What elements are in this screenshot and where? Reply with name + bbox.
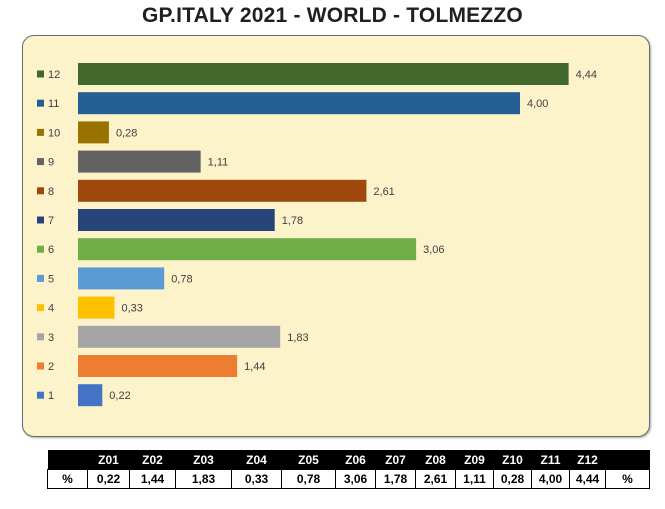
- value-label-8: 2,61: [373, 186, 394, 198]
- table-header-cell: Z06: [335, 450, 376, 470]
- bar-9: [78, 150, 201, 173]
- value-label-1: 0,22: [109, 390, 130, 402]
- bar-1: [78, 384, 103, 407]
- category-label-2: 2: [48, 361, 54, 373]
- table-row: % 0,22 1,44 1,83 0,33 0,78 3,06 1,78 2,61 1,11 0,2…: [47, 469, 650, 489]
- bar-6: [78, 238, 417, 261]
- bar-11: [78, 92, 520, 115]
- category-label-10: 10: [48, 127, 60, 139]
- table-header-cell: Z02: [129, 450, 176, 470]
- table-cell: %: [47, 469, 88, 489]
- table-header-cell: Z07: [375, 450, 416, 470]
- category-label-5: 5: [48, 273, 54, 285]
- value-label-4: 0,33: [121, 303, 142, 315]
- bar-5: [78, 267, 165, 290]
- bar-7: [78, 209, 275, 231]
- bar-12: [78, 63, 569, 85]
- table-header-cell: Z08: [415, 450, 456, 470]
- bar-10: [78, 121, 109, 144]
- legend-swatch-8: [37, 187, 44, 195]
- bar-chart: 1 0,22 2 1,44 3 1,83 4 0,33 5 0,78 6 3,06 7 1,78 8 2,61…: [37, 63, 597, 407]
- bar-4: [78, 296, 115, 319]
- table-cell: 1,11: [455, 469, 494, 489]
- legend-swatch-7: [37, 216, 44, 224]
- table-cell: 0,33: [231, 469, 282, 489]
- table-header-cell: Z12: [569, 450, 606, 470]
- legend-swatch-6: [37, 245, 44, 253]
- value-label-7: 1,78: [282, 215, 303, 227]
- category-label-9: 9: [48, 157, 54, 169]
- legend-swatch-5: [37, 274, 44, 282]
- table-header-cell: Z04: [231, 450, 282, 470]
- table-cell: 0,22: [87, 469, 130, 489]
- category-label-8: 8: [48, 186, 54, 198]
- bar-8: [78, 179, 367, 202]
- value-label-11: 4,00: [527, 98, 548, 110]
- table-header-cell: Z05: [281, 450, 336, 470]
- table-cell: 1,78: [375, 469, 416, 489]
- legend-swatch-9: [37, 158, 44, 166]
- table-header-cell: Z03: [175, 450, 232, 470]
- table-cell: 1,44: [129, 469, 176, 489]
- value-label-6: 3,06: [423, 244, 444, 256]
- legend-swatch-4: [37, 304, 44, 312]
- chart-panel: 1 0,22 2 1,44 3 1,83 4 0,33 5 0,78 6 3,06 7 1,78 8 2,61…: [22, 35, 650, 437]
- legend-swatch-2: [37, 362, 44, 370]
- chart-title: GP.ITALY 2021 - WORLD - TOLMEZZO: [142, 4, 523, 27]
- legend-swatch-3: [37, 333, 44, 341]
- table-header-cell: Z09: [455, 450, 494, 470]
- bar-2: [78, 355, 238, 377]
- table-header-cell: Z11: [531, 450, 570, 470]
- category-label-3: 3: [48, 332, 54, 344]
- category-label-11: 11: [48, 98, 59, 110]
- category-label-7: 7: [48, 215, 54, 227]
- category-label-4: 4: [48, 303, 54, 315]
- table-cell: 4,00: [531, 469, 570, 489]
- legend-swatch-10: [37, 128, 44, 136]
- category-label-6: 6: [48, 244, 54, 256]
- table-cell: %: [605, 469, 650, 489]
- table-header-cell: Z01: [87, 450, 130, 470]
- table-header-cell: Z10: [493, 450, 532, 470]
- bar-3: [78, 325, 281, 348]
- table-cell: 4,44: [569, 469, 606, 489]
- category-label-12: 12: [48, 69, 60, 81]
- table-header-cell: [47, 450, 88, 470]
- value-label-5: 0,78: [171, 273, 192, 285]
- category-label-1: 1: [48, 390, 54, 402]
- value-label-12: 4,44: [576, 69, 597, 81]
- summary-table: Z01 Z02 Z03 Z04 Z05 Z06 Z07 Z08 Z09 Z10 Z11 Z12 % 0,…: [47, 450, 650, 489]
- legend-swatch-11: [37, 99, 44, 107]
- table-cell: 2,61: [415, 469, 456, 489]
- value-label-3: 1,83: [287, 332, 308, 344]
- table-cell: 1,83: [175, 469, 232, 489]
- table-header-row: Z01 Z02 Z03 Z04 Z05 Z06 Z07 Z08 Z09 Z10 Z11 Z12: [47, 450, 650, 470]
- legend-swatch-1: [37, 391, 44, 399]
- value-label-2: 1,44: [244, 361, 265, 373]
- table-cell: 0,78: [281, 469, 336, 489]
- table-header-cell: [605, 450, 650, 470]
- legend-swatch-12: [37, 70, 44, 78]
- value-label-9: 1,11: [208, 157, 229, 169]
- table-cell: 0,28: [493, 469, 532, 489]
- value-label-10: 0,28: [116, 127, 137, 139]
- table-cell: 3,06: [335, 469, 376, 489]
